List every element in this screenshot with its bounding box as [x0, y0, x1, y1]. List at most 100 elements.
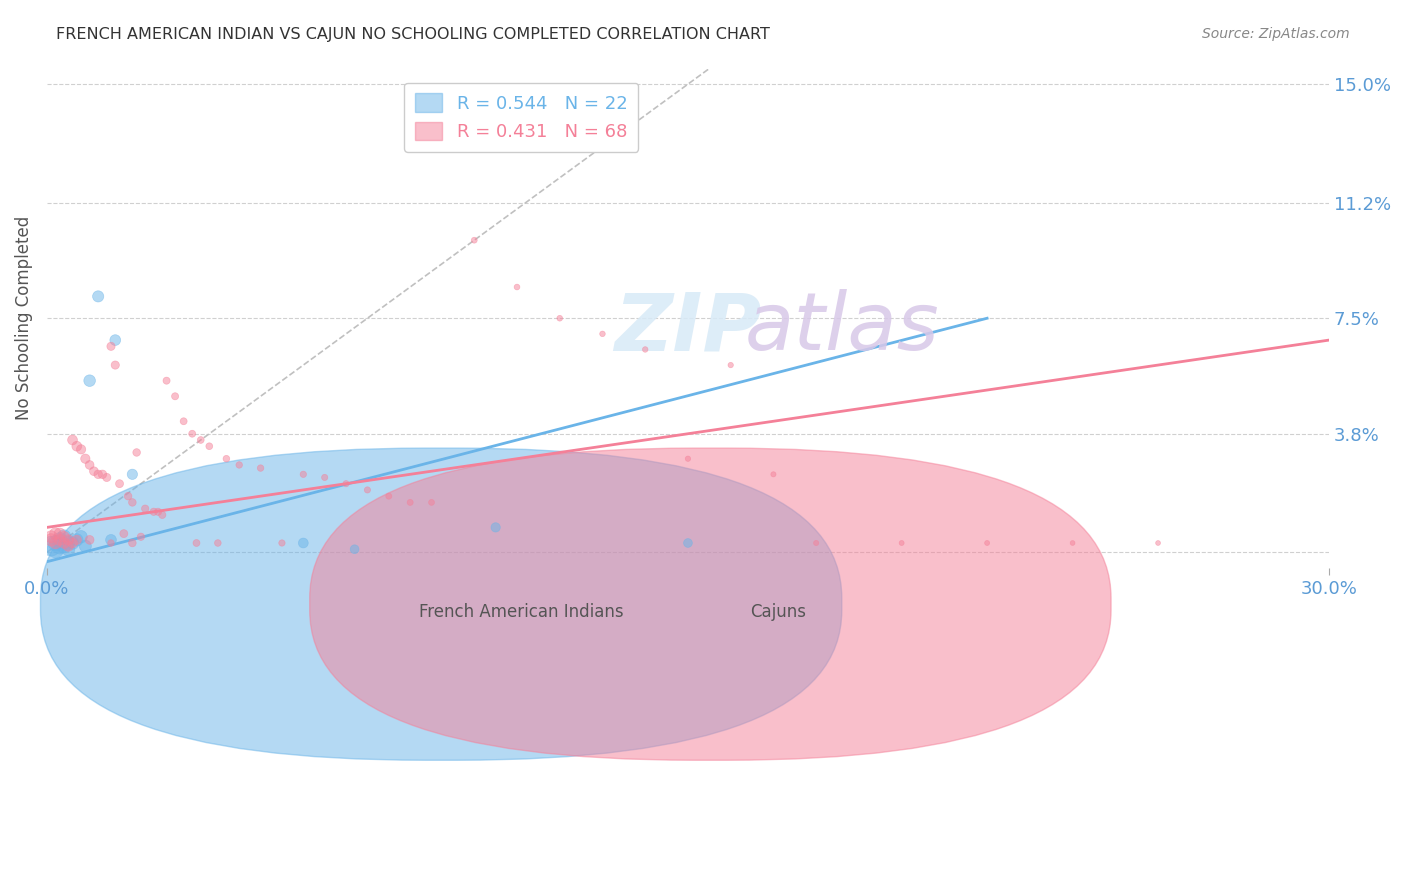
FancyBboxPatch shape — [41, 448, 842, 760]
Text: FRENCH AMERICAN INDIAN VS CAJUN NO SCHOOLING COMPLETED CORRELATION CHART: FRENCH AMERICAN INDIAN VS CAJUN NO SCHOO… — [56, 27, 770, 42]
Point — [70, 442, 93, 457]
Point — [335, 476, 357, 491]
Point — [592, 326, 614, 341]
Point — [39, 533, 62, 547]
Point — [79, 374, 101, 388]
Point — [87, 289, 110, 303]
Point — [485, 520, 508, 534]
Point — [271, 536, 294, 550]
Point — [121, 536, 143, 550]
Point — [463, 233, 485, 247]
Point — [104, 333, 127, 347]
Point — [62, 433, 84, 447]
Point — [108, 476, 131, 491]
Point — [66, 533, 89, 547]
Point — [146, 505, 169, 519]
Text: French American Indians: French American Indians — [419, 603, 624, 621]
Point — [186, 536, 208, 550]
Point — [228, 458, 250, 472]
Point — [121, 467, 143, 482]
Point — [142, 505, 165, 519]
Point — [79, 458, 101, 472]
Point — [44, 536, 66, 550]
Point — [48, 533, 70, 547]
Point — [976, 536, 998, 550]
Point — [100, 533, 122, 547]
Point — [890, 536, 912, 550]
FancyBboxPatch shape — [309, 448, 1111, 760]
Point — [44, 526, 66, 541]
Point — [129, 530, 152, 544]
Point — [804, 536, 827, 550]
Point — [53, 536, 76, 550]
Point — [58, 536, 80, 550]
Point — [134, 501, 156, 516]
Point — [125, 445, 148, 459]
Point — [249, 461, 271, 475]
Point — [117, 489, 139, 503]
Point — [314, 470, 336, 484]
Point — [104, 358, 127, 372]
Point — [215, 451, 238, 466]
Point — [53, 530, 76, 544]
Point — [53, 530, 76, 544]
Point — [420, 495, 443, 509]
Point — [207, 536, 229, 550]
Point — [634, 343, 657, 357]
Point — [58, 542, 80, 557]
Text: Source: ZipAtlas.com: Source: ZipAtlas.com — [1202, 27, 1350, 41]
Text: Cajuns: Cajuns — [749, 603, 806, 621]
Point — [112, 526, 135, 541]
Point — [39, 530, 62, 544]
Point — [100, 536, 122, 550]
Point — [48, 539, 70, 553]
Point — [720, 358, 742, 372]
Point — [292, 536, 315, 550]
Point — [548, 311, 571, 326]
Legend: R = 0.544   N = 22, R = 0.431   N = 68: R = 0.544 N = 22, R = 0.431 N = 68 — [405, 83, 638, 152]
Point — [762, 467, 785, 482]
Point — [91, 467, 114, 482]
Point — [343, 542, 366, 557]
Point — [173, 414, 195, 428]
Point — [506, 280, 529, 294]
Point — [75, 451, 97, 466]
Point — [66, 533, 89, 547]
Point — [87, 467, 110, 482]
Point — [75, 539, 97, 553]
Point — [66, 439, 89, 453]
Text: atlas: atlas — [744, 289, 939, 368]
Point — [44, 542, 66, 557]
Point — [676, 536, 699, 550]
Point — [62, 536, 84, 550]
Point — [356, 483, 378, 497]
Point — [198, 439, 221, 453]
Point — [39, 539, 62, 553]
Point — [155, 374, 177, 388]
Point — [79, 533, 101, 547]
Point — [378, 489, 401, 503]
Point — [53, 539, 76, 553]
Point — [62, 536, 84, 550]
Point — [190, 433, 212, 447]
Point — [44, 536, 66, 550]
Point — [165, 389, 187, 403]
Point — [676, 451, 699, 466]
Point — [96, 470, 118, 484]
Point — [58, 533, 80, 547]
Y-axis label: No Schooling Completed: No Schooling Completed — [15, 216, 32, 420]
Point — [1147, 536, 1170, 550]
Point — [150, 508, 173, 522]
Point — [181, 426, 204, 441]
Point — [292, 467, 315, 482]
Point — [58, 539, 80, 553]
Point — [48, 533, 70, 547]
Point — [48, 526, 70, 541]
Point — [1062, 536, 1084, 550]
Point — [121, 495, 143, 509]
Point — [83, 464, 105, 478]
Point — [399, 495, 422, 509]
Point — [70, 530, 93, 544]
Text: ZIP: ZIP — [614, 289, 762, 368]
Point — [100, 339, 122, 353]
